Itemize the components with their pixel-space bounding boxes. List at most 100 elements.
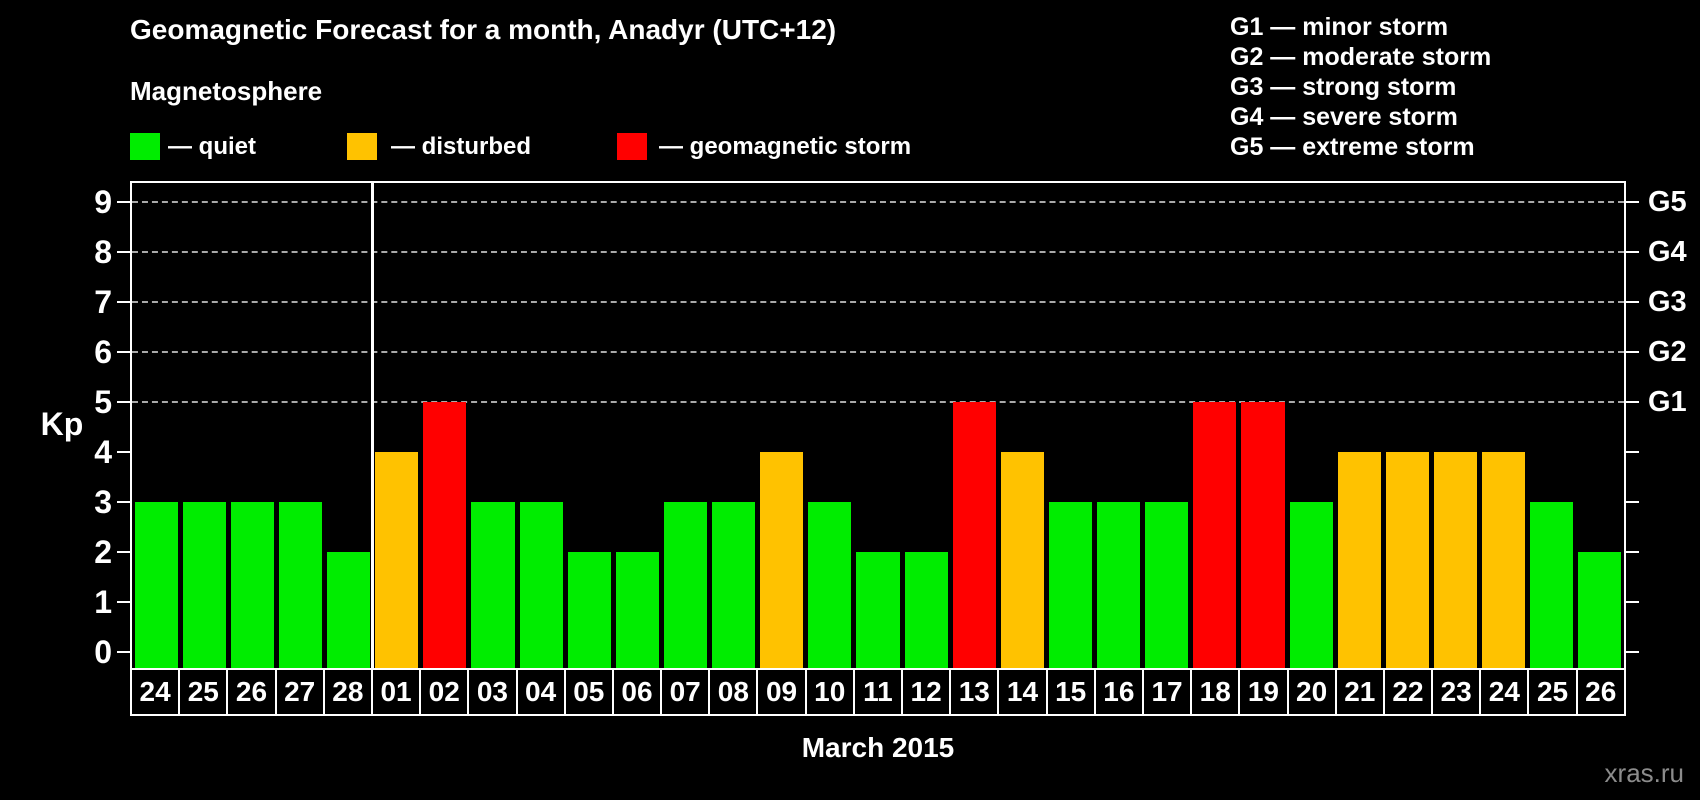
kp-bar-day-13 [952,402,996,668]
day-label: 25 [180,670,229,714]
day-label: 09 [758,670,807,714]
kp-bar-day-19 [1241,402,1285,668]
kp-bar-day-16 [1097,502,1141,668]
day-label: 12 [903,670,952,714]
day-label: 04 [518,670,566,714]
kp-tick-right-8 [1626,251,1639,253]
day-label: 21 [1337,670,1385,714]
storm-scale-item: G3 — strong storm [1230,73,1457,101]
legend-swatch-storm [617,133,647,160]
storm-scale-item: G2 — moderate storm [1230,43,1492,71]
day-label: 10 [807,670,855,714]
kp-gridline-9 [132,201,1624,203]
kp-bar-day-10 [808,502,852,668]
day-label: 27 [277,670,325,714]
day-label: 07 [662,670,711,714]
kp-bar-day-14 [1000,452,1044,668]
day-label-row: 24 25 26 27 28 01 02 03 04 05 06 07 08 09 10 11 12 13 14 15… [130,668,1626,716]
kp-bar-day-26 [1578,552,1622,668]
kp-tick-right-5 [1626,401,1639,403]
kp-bar-day-09 [760,452,804,668]
kp-gridline-8 [132,251,1624,253]
kp-bar-day-03 [471,502,515,668]
kp-bar-day-26 [230,502,274,668]
kp-tick-right-1 [1626,601,1639,603]
kp-tick-left-8 [117,251,130,253]
kp-tick-left-2 [117,551,130,553]
kp-tick-left-9 [117,201,130,203]
day-label: 28 [325,670,373,714]
day-label: 18 [1192,670,1241,714]
kp-bar-day-02 [423,402,467,668]
watermark: xras.ru [1604,758,1684,788]
day-label: 24 [132,670,181,714]
kp-tick-label-5: 5 [94,384,112,420]
kp-bar-day-24 [1482,452,1526,668]
legend-label-disturbed: — disturbed [391,133,532,160]
day-label: 06 [614,670,663,714]
kp-bar-day-28 [327,552,371,668]
plot-area [130,181,1626,668]
day-label: 05 [566,670,614,714]
kp-tick-label-3: 3 [94,484,112,520]
day-label: 14 [999,670,1048,714]
kp-bar-day-24 [134,502,178,668]
kp-bar-day-08 [712,502,756,668]
kp-bar-day-06 [615,552,659,668]
kp-tick-label-8: 8 [94,234,112,270]
day-label: 01 [373,670,422,714]
month-separator-line [371,183,375,668]
kp-tick-label-9: 9 [94,184,112,220]
day-label: 26 [1585,676,1617,707]
kp-bar-day-17 [1145,502,1189,668]
legend-swatch-disturbed [347,133,377,160]
kp-tick-label-6: 6 [94,334,112,370]
kp-tick-left-0 [117,651,130,653]
day-label: 17 [1144,670,1193,714]
g-scale-label-G2: G2 [1648,336,1687,368]
day-label: 24 [1481,670,1530,714]
kp-bar-day-15 [1048,502,1093,668]
kp-bar-day-18 [1193,402,1237,668]
day-label: 15 [1048,670,1096,714]
kp-bar-day-11 [856,552,900,668]
day-label: 11 [855,670,903,714]
day-label: 03 [469,670,518,714]
month-label: March 2015 [801,732,955,763]
day-label: 02 [421,670,470,714]
kp-tick-label-2: 2 [94,534,112,570]
kp-tick-right-4 [1626,451,1639,453]
kp-bar-day-07 [663,502,708,668]
storm-scale-legend: G1 — minor storm G2 — moderate storm G3 — … [1230,12,1491,162]
kp-tick-left-5 [117,401,130,403]
kp-tick-left-3 [117,501,130,503]
chart-title: Geomagnetic Forecast for a month, Anadyr… [130,14,837,45]
day-label: 23 [1433,670,1482,714]
day-label: 08 [710,670,759,714]
kp-tick-label-7: 7 [94,284,112,320]
kp-gridline-7 [132,301,1624,303]
kp-tick-right-9 [1626,201,1639,203]
storm-scale-item: G4 — severe storm [1230,103,1458,131]
kp-bar-day-05 [567,552,611,668]
g-scale-label-G1: G1 [1648,386,1687,418]
legend-label-quiet: — quiet [168,133,256,160]
kp-tick-label-4: 4 [94,434,112,470]
kp-bar-day-20 [1289,502,1333,668]
day-label: 16 [1096,670,1144,714]
kp-tick-left-7 [117,301,130,303]
kp-bar-day-04 [519,502,563,668]
day-label: 20 [1289,670,1337,714]
chart-subtitle: Magnetosphere [130,76,323,106]
kp-bar-day-21 [1337,452,1381,668]
kp-tick-label-0: 0 [94,634,112,670]
g-scale-label-G4: G4 [1648,236,1687,268]
kp-bar-day-12 [904,552,948,668]
kp-bar-day-01 [375,452,419,668]
g-scale-label-G3: G3 [1648,286,1687,318]
kp-axis-label: Kp [40,406,84,442]
kp-tick-right-6 [1626,351,1639,353]
kp-bar-day-25 [1530,502,1574,668]
g-scale-label-G5: G5 [1648,186,1687,218]
